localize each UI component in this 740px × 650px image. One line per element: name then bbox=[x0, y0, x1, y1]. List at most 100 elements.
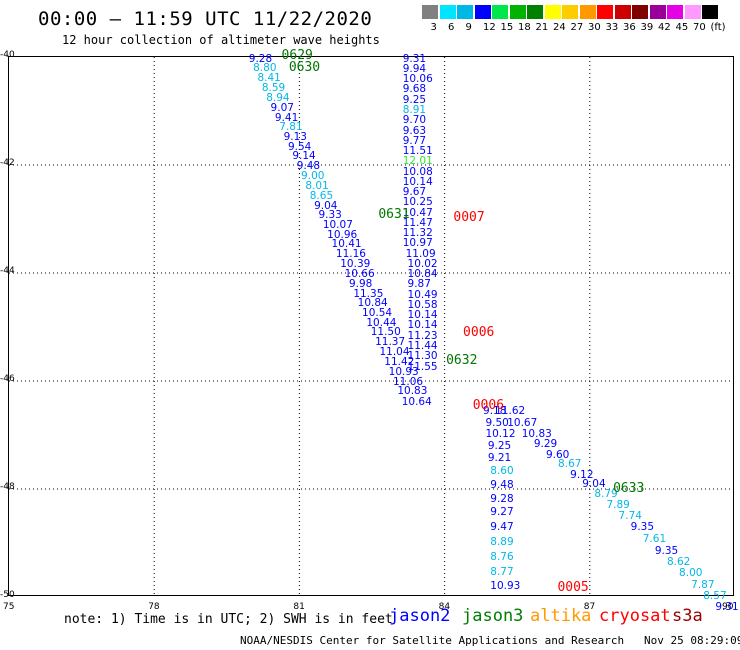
x-tick-label: 81 bbox=[293, 602, 305, 612]
scale-swatch bbox=[614, 5, 631, 19]
pass-number-label: 0629 bbox=[281, 48, 313, 63]
legend-entry: s3a bbox=[672, 606, 703, 626]
x-tick-label: 87 bbox=[583, 602, 596, 612]
wave-height-reading: 9.48 bbox=[490, 479, 514, 492]
wave-height-reading: 11.50 bbox=[370, 326, 401, 339]
wave-height-reading: 11.35 bbox=[353, 287, 384, 300]
scale-swatch bbox=[579, 5, 596, 19]
wave-height-reading: 8.62 bbox=[666, 555, 691, 568]
wave-height-reading: 9.07 bbox=[270, 101, 294, 114]
x-tick-label: 78 bbox=[148, 602, 160, 612]
wave-height-reading: 8.57 bbox=[703, 590, 727, 602]
wave-height-reading: 9.31 bbox=[402, 52, 427, 65]
wave-height-reading: 8.91 bbox=[402, 104, 427, 116]
wave-height-reading: 9.04 bbox=[314, 199, 338, 212]
scale-swatch bbox=[457, 5, 473, 19]
scale-swatch bbox=[702, 5, 718, 19]
wave-height-reading: 7.81 bbox=[279, 121, 303, 134]
scale-swatch bbox=[667, 5, 683, 19]
wave-height-reading: 9.35 bbox=[654, 544, 679, 557]
scale-label: 12 bbox=[483, 22, 496, 33]
y-tick-label: -46 bbox=[0, 374, 15, 384]
wave-height-reading: 11.04 bbox=[379, 345, 410, 358]
wave-height-reading: 9.41 bbox=[274, 111, 299, 124]
scale-swatch bbox=[649, 5, 666, 19]
wave-height-reading: 10.54 bbox=[362, 307, 393, 320]
wave-height-reading: 10.93 bbox=[490, 580, 521, 593]
scale-label: 18 bbox=[518, 22, 531, 33]
pass-number-label: 0630 bbox=[288, 60, 321, 76]
wave-height-reading: 10.47 bbox=[402, 206, 433, 219]
wave-height-reading: 10.14 bbox=[407, 319, 438, 332]
wave-height-reading: 8.76 bbox=[490, 550, 514, 563]
wave-height-reading: 10.96 bbox=[327, 228, 358, 241]
y-tick-label: -42 bbox=[0, 158, 15, 168]
wave-height-reading: 10.66 bbox=[344, 268, 375, 281]
wave-height-reading: 10.25 bbox=[402, 196, 433, 209]
scale-label: 15 bbox=[500, 22, 514, 33]
wave-height-reading: 10.64 bbox=[401, 395, 432, 408]
wave-height-reading: 9.28 bbox=[248, 52, 273, 65]
wave-height-reading: 10.97 bbox=[402, 237, 433, 250]
wave-height-reading: 9.27 bbox=[490, 506, 514, 519]
wave-height-reading: 11.51 bbox=[402, 145, 433, 158]
scale-swatch bbox=[509, 5, 526, 19]
wave-height-reading: 8.94 bbox=[266, 91, 290, 104]
wave-height-reading: 10.83 bbox=[397, 385, 428, 398]
wave-height-reading: 11.30 bbox=[407, 350, 438, 363]
wave-height-reading: 9.04 bbox=[582, 477, 606, 490]
grid-lines bbox=[9, 57, 733, 595]
wave-height-reading: 9.25 bbox=[402, 93, 427, 106]
wave-height-reading: 8.89 bbox=[490, 536, 514, 548]
wave-height-reading: 9.70 bbox=[402, 114, 427, 127]
wave-height-reading: 9.87 bbox=[407, 278, 431, 291]
wave-height-reading: 11.62 bbox=[495, 405, 526, 418]
scale-swatch bbox=[422, 5, 438, 19]
wave-height-reading: 8.60 bbox=[490, 465, 514, 478]
scale-label: 9 bbox=[465, 22, 472, 33]
wave-height-reading: 11.55 bbox=[407, 360, 438, 373]
wave-height-reading: 9.67 bbox=[402, 186, 427, 199]
wave-height-reading: 8.41 bbox=[257, 72, 281, 85]
wave-height-reading: 10.67 bbox=[507, 417, 538, 430]
wave-height-reading: 10.08 bbox=[402, 165, 433, 178]
scale-label: 6 bbox=[448, 22, 455, 33]
scale-swatch bbox=[527, 5, 543, 19]
wave-height-reading: 8.65 bbox=[309, 189, 334, 202]
wave-height-reading: 9.47 bbox=[490, 520, 514, 533]
page-subtitle: 12 hour collection of altimeter wave hei… bbox=[62, 33, 380, 47]
wave-height-reading: 11.06 bbox=[393, 375, 424, 388]
wave-height-reading: 8.00 bbox=[679, 567, 703, 580]
wave-height-reading: 9.48 bbox=[296, 160, 321, 173]
wave-height-reading: 9.13 bbox=[283, 131, 307, 143]
y-tick-label: -40 bbox=[0, 50, 15, 60]
scale-label: 39 bbox=[640, 22, 654, 33]
wave-height-reading: 11.44 bbox=[407, 339, 438, 352]
wave-height-reading: 8.59 bbox=[261, 81, 286, 94]
wave-height-reading: 7.74 bbox=[618, 510, 642, 523]
wave-height-reading: 8.80 bbox=[253, 62, 277, 75]
scale-label: 21 bbox=[535, 22, 549, 33]
scale-swatch bbox=[597, 5, 613, 19]
wave-height-reading: 12.01 bbox=[402, 155, 433, 168]
wave-height-reading: 10.84 bbox=[407, 268, 438, 281]
wave-height-reading: 10.07 bbox=[322, 219, 353, 232]
wave-height-reading: 10.14 bbox=[407, 309, 438, 322]
wave-height-reading: 11.47 bbox=[402, 216, 433, 229]
scale-label: 45 bbox=[675, 22, 689, 33]
wave-height-reading: 9.77 bbox=[402, 134, 427, 147]
footnote: note: 1) Time is in UTC; 2) SWH is in fe… bbox=[64, 612, 393, 627]
wave-height-reading: 10.84 bbox=[357, 297, 388, 310]
wave-height-reading: 9.14 bbox=[292, 150, 316, 163]
pass-number-label: 0005 bbox=[557, 579, 589, 595]
pass-number-label: 0632 bbox=[446, 353, 478, 369]
wave-height-reading: 11.09 bbox=[405, 247, 436, 260]
wave-height-reading: 10.44 bbox=[366, 316, 397, 329]
wave-height-reading: 10.02 bbox=[407, 257, 438, 270]
scale-label: 33 bbox=[605, 22, 619, 33]
scale-swatch bbox=[544, 5, 561, 19]
wave-height-reading: 10.58 bbox=[407, 298, 438, 311]
wave-height-reading: 10.41 bbox=[331, 238, 362, 251]
wave-height-reading: 10.06 bbox=[402, 73, 433, 86]
x-tick-label: 75 bbox=[3, 602, 15, 612]
